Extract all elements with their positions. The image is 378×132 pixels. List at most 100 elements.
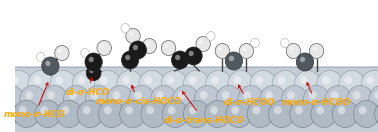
Circle shape bbox=[208, 33, 211, 36]
Circle shape bbox=[347, 86, 373, 112]
FancyBboxPatch shape bbox=[14, 67, 378, 132]
Circle shape bbox=[167, 76, 175, 84]
Circle shape bbox=[164, 44, 169, 48]
Circle shape bbox=[211, 76, 219, 84]
Circle shape bbox=[0, 100, 18, 128]
Circle shape bbox=[247, 100, 273, 128]
Circle shape bbox=[260, 86, 286, 112]
Circle shape bbox=[286, 44, 301, 58]
Circle shape bbox=[100, 76, 108, 84]
Circle shape bbox=[121, 23, 130, 32]
Circle shape bbox=[316, 106, 324, 114]
Circle shape bbox=[265, 91, 273, 99]
Circle shape bbox=[42, 57, 59, 75]
Circle shape bbox=[300, 76, 308, 84]
Circle shape bbox=[6, 70, 32, 98]
Text: di-σ-HCO: di-σ-HCO bbox=[65, 78, 110, 97]
Circle shape bbox=[215, 44, 229, 58]
Circle shape bbox=[231, 106, 239, 114]
Circle shape bbox=[86, 65, 101, 81]
Circle shape bbox=[55, 46, 69, 60]
Circle shape bbox=[98, 100, 124, 128]
Circle shape bbox=[344, 76, 352, 84]
Circle shape bbox=[107, 86, 133, 112]
Circle shape bbox=[156, 91, 164, 99]
Circle shape bbox=[35, 100, 61, 128]
Circle shape bbox=[47, 91, 55, 99]
Circle shape bbox=[194, 86, 220, 112]
Circle shape bbox=[226, 100, 252, 128]
Circle shape bbox=[210, 106, 218, 114]
Circle shape bbox=[117, 70, 143, 98]
Circle shape bbox=[338, 106, 345, 114]
Circle shape bbox=[88, 57, 94, 62]
Circle shape bbox=[282, 40, 285, 43]
Circle shape bbox=[375, 100, 378, 128]
Circle shape bbox=[139, 70, 165, 98]
Circle shape bbox=[189, 76, 197, 84]
Circle shape bbox=[204, 100, 231, 128]
Circle shape bbox=[161, 41, 176, 55]
Circle shape bbox=[56, 100, 82, 128]
Circle shape bbox=[146, 106, 154, 114]
Circle shape bbox=[38, 54, 41, 57]
Circle shape bbox=[151, 86, 177, 112]
Circle shape bbox=[322, 76, 330, 84]
Circle shape bbox=[134, 91, 142, 99]
Circle shape bbox=[309, 44, 324, 58]
Circle shape bbox=[25, 91, 33, 99]
Circle shape bbox=[129, 32, 133, 36]
Circle shape bbox=[242, 47, 246, 51]
Circle shape bbox=[278, 76, 285, 84]
Circle shape bbox=[97, 41, 112, 55]
Circle shape bbox=[162, 100, 188, 128]
Circle shape bbox=[129, 41, 146, 59]
Circle shape bbox=[45, 61, 51, 66]
Circle shape bbox=[183, 100, 209, 128]
Circle shape bbox=[280, 39, 289, 48]
Circle shape bbox=[325, 86, 351, 112]
Circle shape bbox=[206, 70, 232, 98]
Circle shape bbox=[122, 76, 130, 84]
Circle shape bbox=[185, 47, 202, 65]
Circle shape bbox=[239, 44, 254, 58]
Circle shape bbox=[229, 56, 234, 61]
Circle shape bbox=[317, 70, 343, 98]
Circle shape bbox=[295, 106, 303, 114]
Circle shape bbox=[100, 44, 104, 48]
Circle shape bbox=[40, 106, 48, 114]
Circle shape bbox=[272, 70, 298, 98]
Circle shape bbox=[19, 106, 27, 114]
Circle shape bbox=[141, 100, 167, 128]
Circle shape bbox=[353, 91, 360, 99]
Circle shape bbox=[369, 86, 378, 112]
Circle shape bbox=[253, 106, 260, 114]
Circle shape bbox=[64, 86, 90, 112]
Circle shape bbox=[28, 70, 54, 98]
Circle shape bbox=[189, 51, 194, 56]
Circle shape bbox=[172, 86, 198, 112]
Circle shape bbox=[82, 50, 85, 53]
Circle shape bbox=[374, 91, 378, 99]
Circle shape bbox=[332, 100, 358, 128]
Circle shape bbox=[142, 39, 156, 53]
Circle shape bbox=[85, 86, 111, 112]
Circle shape bbox=[268, 100, 294, 128]
Circle shape bbox=[123, 25, 125, 28]
Circle shape bbox=[0, 86, 24, 112]
Text: mono-σ-HCOO: mono-σ-HCOO bbox=[282, 83, 351, 107]
Circle shape bbox=[189, 106, 197, 114]
Circle shape bbox=[311, 100, 337, 128]
Circle shape bbox=[238, 86, 264, 112]
Circle shape bbox=[120, 100, 146, 128]
Text: mono-σ-HCO: mono-σ-HCO bbox=[4, 83, 66, 119]
Circle shape bbox=[125, 55, 130, 60]
Text: di-σ-HCOO: di-σ-HCOO bbox=[223, 85, 275, 107]
Circle shape bbox=[91, 91, 99, 99]
Circle shape bbox=[359, 106, 367, 114]
Circle shape bbox=[361, 70, 378, 98]
Circle shape bbox=[89, 69, 94, 73]
Circle shape bbox=[199, 40, 203, 44]
Circle shape bbox=[367, 76, 375, 84]
Text: di-σ-trans-HOCO: di-σ-trans-HOCO bbox=[163, 91, 244, 125]
